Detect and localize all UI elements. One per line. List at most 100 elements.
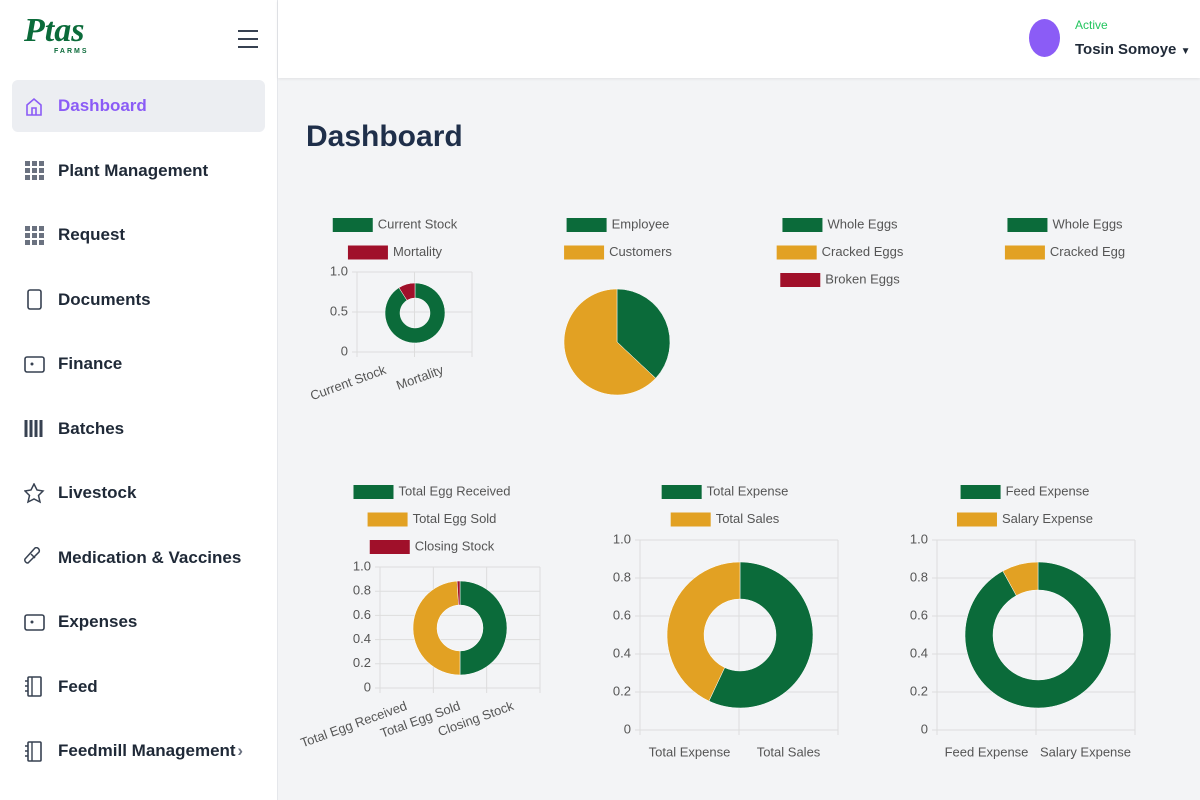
nav-icon (25, 676, 42, 697)
y-tick-label: 0.4 (613, 645, 631, 660)
segment (616, 288, 671, 379)
y-tick-label: 1.0 (353, 558, 371, 573)
legend-label: Total Expense (707, 483, 789, 498)
nav-icon (24, 613, 45, 631)
legend-label: Whole Eggs (827, 216, 898, 231)
legend-swatch (353, 485, 394, 499)
chevron: › (237, 741, 243, 760)
legend-label: Employee (612, 216, 670, 231)
y-tick-label: 0.5 (330, 303, 348, 318)
menu-toggle[interactable] (237, 28, 259, 50)
segment (563, 288, 656, 396)
caret: ▼ (1180, 46, 1191, 57)
nav-icon (24, 420, 43, 437)
segment (1002, 561, 1039, 596)
y-tick-label: 0.6 (910, 607, 928, 622)
nav-item[interactable]: Batches (12, 403, 265, 455)
nav-item[interactable]: Feed (12, 661, 265, 713)
segment (459, 580, 508, 676)
legend-label: Current Stock (378, 216, 458, 231)
legend-label: Cracked Egg (1050, 244, 1125, 259)
x-tick-label: Total Sales (757, 744, 821, 759)
legend-swatch (661, 485, 702, 499)
user-name-text: Tosin Somoye (1075, 41, 1177, 58)
legend-label: Closing Stock (415, 538, 495, 553)
nav-label: Livestock (58, 483, 137, 502)
y-tick-label: 0 (624, 721, 631, 736)
nav-item[interactable]: Medication & Vaccines (12, 532, 265, 584)
legend-label: Total Sales (716, 511, 780, 526)
nav-item[interactable]: Plant Management (12, 145, 265, 197)
nav-icon (25, 740, 42, 762)
x-tick-label: Mortality (394, 362, 446, 393)
y-tick-label: 0.8 (613, 569, 631, 584)
legend-label: Salary Expense (1002, 511, 1093, 526)
nav-icon (24, 547, 41, 564)
y-tick-label: 0 (364, 679, 371, 694)
y-tick-label: 0.4 (353, 631, 371, 646)
legend-swatch (347, 245, 388, 260)
x-tick-label: Total Expense (649, 744, 731, 759)
legend-swatch (1007, 218, 1048, 232)
logo[interactable]: Ptas FARMS (24, 12, 94, 56)
segment (398, 282, 416, 301)
y-tick-label: 1.0 (910, 531, 928, 546)
nav-label: Feedmill Management (58, 741, 236, 760)
nav-item[interactable]: Finance (12, 338, 265, 390)
y-tick-label: 1.0 (330, 263, 348, 278)
nav-item[interactable]: Feedmill Management › (12, 725, 265, 777)
legend-swatch (367, 512, 408, 527)
legend-label: Whole Eggs (1052, 216, 1123, 231)
logo-text: Ptas (24, 12, 85, 49)
nav-item[interactable]: Documents (12, 274, 265, 326)
legend-label: Customers (609, 244, 672, 259)
nav-item[interactable]: Request (12, 209, 265, 261)
y-tick-label: 0 (921, 721, 928, 736)
nav-item[interactable]: Expenses (12, 596, 265, 648)
segment (666, 561, 741, 702)
y-tick-label: 0.6 (353, 607, 371, 622)
x-tick-label: Salary Expense (1040, 744, 1131, 759)
nav-icon (24, 355, 45, 373)
nav-icon (24, 482, 45, 503)
legend-swatch (670, 512, 711, 527)
legend-label: Broken Eggs (825, 271, 900, 286)
legend-label: Feed Expense (1006, 483, 1090, 498)
nav-label: Expenses (58, 612, 138, 631)
page-title: Dashboard (306, 120, 463, 153)
legend-swatch (960, 485, 1001, 499)
x-tick-label: Feed Expense (945, 744, 1029, 759)
legend-swatch (369, 540, 410, 554)
legend-swatch (780, 273, 821, 287)
legend-swatch (564, 245, 605, 260)
nav-label: Batches (58, 418, 125, 438)
legend-swatch (782, 218, 823, 232)
nav-icon (26, 97, 42, 116)
legend-label: Cracked Eggs (822, 244, 904, 259)
segment (964, 561, 1112, 709)
y-tick-label: 0.2 (613, 683, 631, 698)
legend-swatch (776, 245, 817, 260)
legend-swatch (566, 218, 607, 232)
y-tick-label: 0.6 (613, 607, 631, 622)
y-tick-label: 0.2 (910, 683, 928, 698)
header: Active Tosin Somoye ▼ (278, 0, 1200, 78)
status: Active (1075, 18, 1108, 32)
segment (412, 580, 461, 676)
nav-item[interactable]: Livestock (12, 467, 265, 519)
nav-label: Feed (58, 676, 98, 696)
nav-icon (27, 289, 42, 310)
user-name[interactable]: Tosin Somoye ▼ (1075, 41, 1190, 58)
y-tick-label: 0.8 (910, 569, 928, 584)
y-tick-label: 0.4 (910, 645, 928, 660)
x-tick-label: Current Stock (308, 362, 388, 403)
nav-label: Plant Management (58, 160, 209, 180)
avatar[interactable] (1029, 19, 1060, 57)
sidebar: Ptas FARMS Dashboard Plant Management Requ… (0, 0, 278, 800)
legend-swatch (332, 218, 373, 232)
nav-label: Request (58, 225, 126, 244)
legend-label: Total Egg Sold (413, 511, 497, 526)
y-tick-label: 0.8 (353, 583, 371, 598)
nav-item[interactable]: Dashboard (12, 80, 265, 132)
y-tick-label: 1.0 (613, 531, 631, 546)
